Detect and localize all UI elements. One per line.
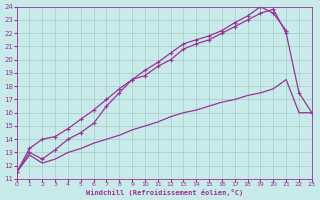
X-axis label: Windchill (Refroidissement éolien,°C): Windchill (Refroidissement éolien,°C): [86, 189, 243, 196]
